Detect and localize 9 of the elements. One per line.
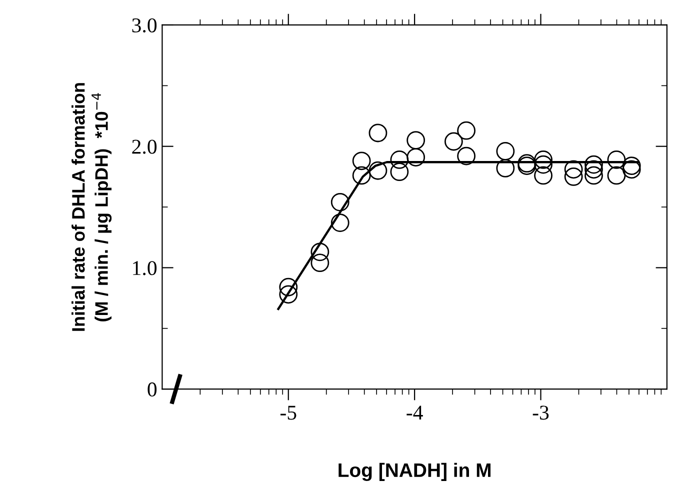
x-tick-label: -5 [280,406,296,420]
x-axis-title: Log [NADH] in M [338,462,490,482]
y-tick-label: 0 [148,382,157,396]
x-tick-label: -3 [532,406,549,420]
y-tick-label: 2.0 [132,140,157,154]
x-tick-label: -4 [406,406,423,420]
y-axis-title: Initial rate of DHLA formation (M / min. / µg LipDH) *10$^{−4}$ [72,83,112,331]
y-tick-label: 3.0 [132,18,157,33]
y-tick-label: 1.0 [133,261,157,276]
